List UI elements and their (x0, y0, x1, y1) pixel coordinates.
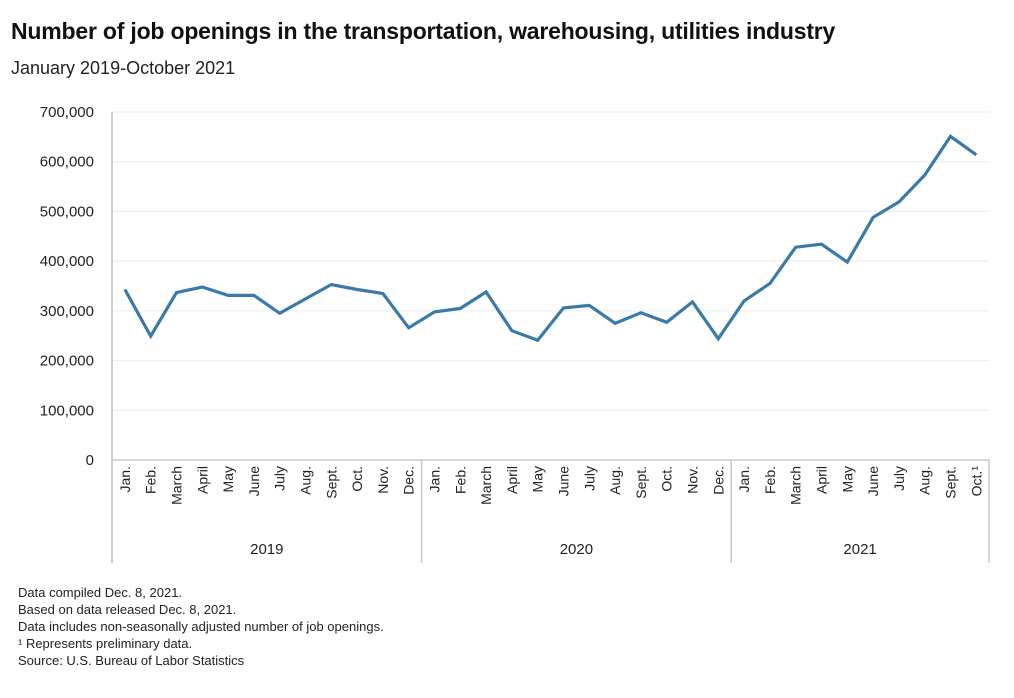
x-tick-label: July (581, 466, 597, 491)
x-tick-label: July (272, 466, 288, 491)
footer-preliminary: ¹ Represents preliminary data. (18, 636, 193, 651)
x-tick-label: March (788, 466, 804, 505)
x-tick-label: May (530, 466, 546, 492)
x-tick-label: Oct.¹ (968, 466, 984, 497)
chart-title: Number of job openings in the transporta… (11, 18, 836, 44)
x-tick-label: April (504, 466, 520, 494)
y-axis: 0 100,000 200,000 300,000 400,000 500,000 600,… (40, 104, 113, 563)
x-tick-label: Feb. (143, 466, 159, 494)
y-tick-label: 0 (86, 452, 94, 469)
footer-compiled: Data compiled Dec. 8, 2021. (18, 585, 183, 600)
x-tick-label: Jan. (736, 466, 752, 492)
footer-note: Data includes non-seasonally adjusted nu… (18, 619, 384, 634)
series-layer (123, 134, 978, 343)
year-label: 2019 (250, 541, 283, 558)
x-tick-label: Sept. (633, 466, 649, 499)
x-tick-label: Jan. (117, 466, 133, 492)
x-tick-label: Dec. (401, 466, 417, 495)
y-tick-label: 600,000 (40, 154, 94, 171)
x-tick-label: April (194, 466, 210, 494)
x-tick-label: March (478, 466, 494, 505)
x-tick-label: June (246, 466, 262, 497)
footer-source: Source: U.S. Bureau of Labor Statistics (18, 653, 245, 668)
x-tick-label: Nov. (375, 466, 391, 494)
x-tick-label: Oct. (659, 466, 675, 492)
x-tick-label: Sept. (323, 466, 339, 499)
chart-subtitle: January 2019-October 2021 (11, 58, 236, 78)
y-tick-label: 300,000 (40, 303, 94, 320)
x-tick-label: June (556, 466, 572, 497)
x-tick-label: Aug. (607, 466, 623, 495)
x-tick-label: April (814, 466, 830, 494)
series-line (123, 134, 978, 343)
x-tick-label: May (220, 466, 236, 492)
y-tick-label: 700,000 (40, 104, 94, 121)
x-axis: Jan. Feb. March April May June July Aug. Sept. Oc… (112, 459, 990, 563)
x-tick-label: Jan. (427, 466, 443, 492)
gridlines (112, 111, 989, 411)
x-tick-label: June (865, 466, 881, 497)
year-label: 2021 (843, 541, 876, 558)
y-tick-label: 400,000 (40, 253, 94, 270)
chart-footer: Data compiled Dec. 8, 2021. Based on dat… (18, 584, 384, 669)
y-tick-label: 100,000 (40, 402, 94, 419)
x-tick-label: Feb. (452, 466, 468, 494)
x-tick-label: Sept. (943, 466, 959, 499)
x-tick-label: May (839, 466, 855, 492)
x-tick-label: Oct. (349, 466, 365, 492)
y-tick-label: 500,000 (40, 203, 94, 220)
x-tick-label: July (891, 466, 907, 491)
x-tick-label: March (169, 466, 185, 505)
y-tick-label: 200,000 (40, 353, 94, 370)
footer-released: Based on data released Dec. 8, 2021. (18, 602, 237, 617)
x-tick-label: Dec. (710, 466, 726, 495)
x-tick-label: Aug. (917, 466, 933, 495)
x-tick-label: Nov. (685, 466, 701, 494)
x-tick-label: Aug. (298, 466, 314, 495)
year-label: 2020 (560, 541, 593, 558)
x-tick-label: Feb. (762, 466, 778, 494)
